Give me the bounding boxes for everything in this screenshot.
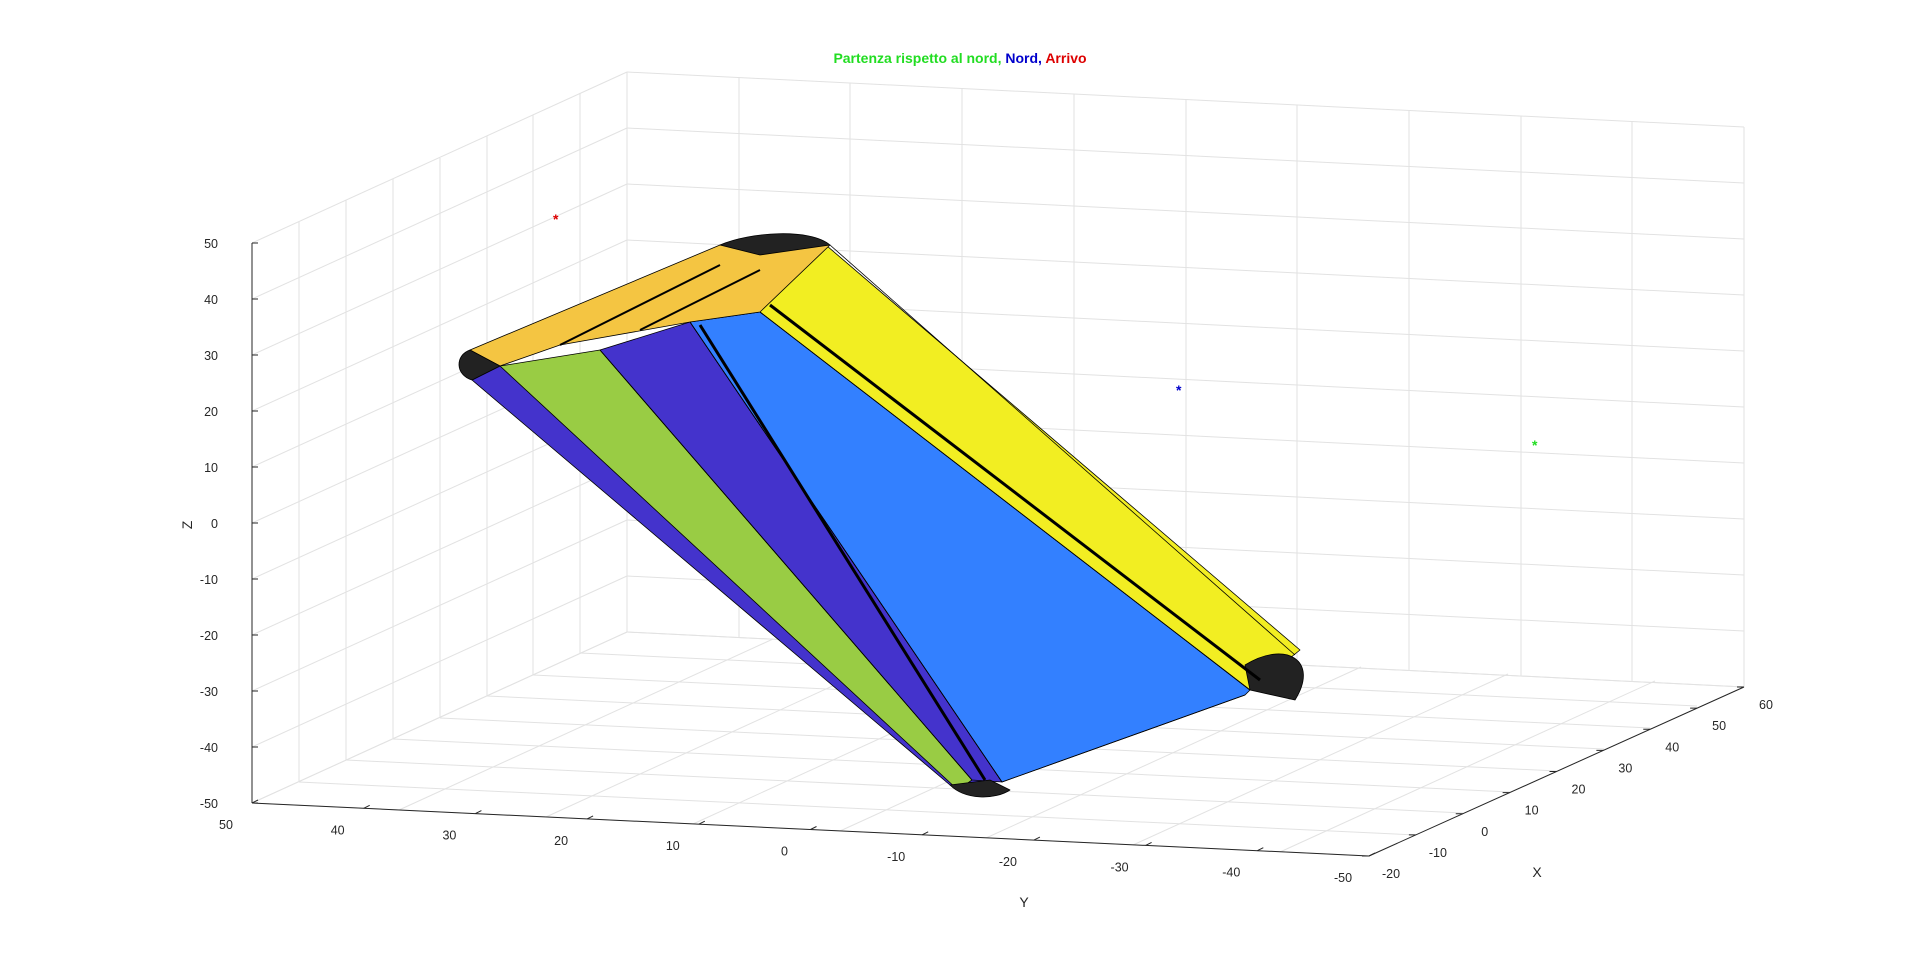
z-tick-label: -20 [200,629,218,643]
z-tick-label: -30 [200,685,218,699]
y-tick-mark [698,820,706,825]
cap-bottom [949,779,1011,798]
y-axis-label: Y [1019,894,1029,910]
z-tick-label: 50 [204,237,218,251]
title-part-arrival: Arrivo [1045,50,1087,66]
point-arrivo: * [553,211,559,227]
x-tick-label: -20 [1382,867,1400,881]
y-tick-label: 10 [666,839,680,853]
x-axis-label: X [1532,864,1542,880]
z-tick-label: -10 [200,573,218,587]
cap-top [719,233,831,256]
x-tick-label: 50 [1712,719,1726,733]
y-tick-mark [1368,852,1376,857]
x-tick-label: 30 [1618,761,1632,775]
x-tick-label: 10 [1525,804,1539,818]
z-tick-label: 0 [211,517,218,531]
z-tick-label: 20 [204,405,218,419]
y-tick-mark [363,804,370,809]
cap-left [458,349,501,381]
x-tick-label: -10 [1429,846,1447,860]
x-tick-label: 0 [1481,825,1488,839]
y-tick-mark [1257,847,1264,852]
y-tick-mark [921,831,929,836]
z-tick-label: 10 [204,461,218,475]
surface-solid [458,233,1304,798]
point-partenza: * [1532,437,1538,453]
y-tick-label: -20 [999,855,1017,869]
x-tick-label: 40 [1665,740,1679,754]
x-tick-label: 60 [1759,698,1773,712]
y-tick-label: -30 [1111,860,1129,874]
y-tick-mark [1145,841,1152,846]
y-tick-label: 40 [331,823,345,837]
y-tick-label: -50 [1334,871,1352,885]
y-tick-mark [586,815,594,820]
chart-title: Partenza rispetto al nord, Nord, Arrivo [0,50,1920,66]
y-tick-label: 20 [554,834,568,848]
y-tick-label: -40 [1222,866,1240,880]
y-tick-mark [810,826,817,830]
title-part-north: Nord, [1005,50,1042,66]
y-tick-mark [1033,836,1041,841]
z-tick-label: -50 [200,797,218,811]
y-tick-label: 0 [781,845,788,859]
cap-right [1244,653,1304,701]
title-part-start: Partenza rispetto al nord, [833,50,1002,66]
x-tick-label: 20 [1572,783,1586,797]
y-tick-label: 50 [219,818,233,832]
z-tick-label: 40 [204,293,218,307]
z-tick-label: 30 [204,349,218,363]
z-axis-label: Z [179,520,195,529]
y-tick-label: -10 [887,850,905,864]
y-tick-label: 30 [442,829,456,843]
point-nord: * [1176,382,1182,398]
z-tick-label: -40 [200,741,218,755]
y-tick-mark [475,810,482,815]
y-tick-mark [251,799,259,804]
